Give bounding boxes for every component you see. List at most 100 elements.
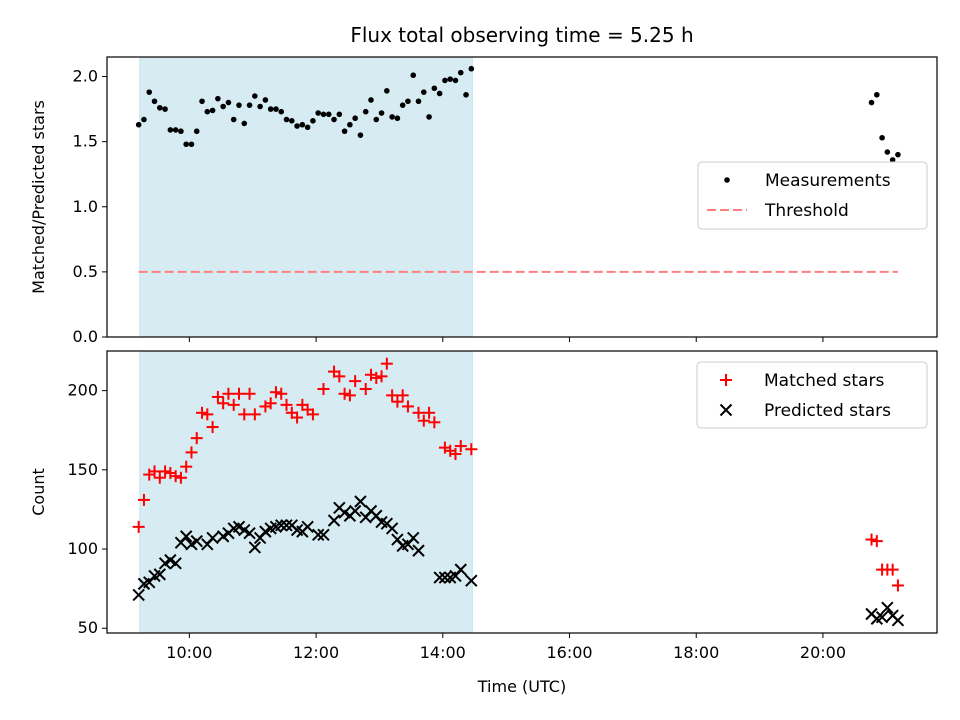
matched-star-point <box>248 408 261 421</box>
measurement-point <box>267 106 274 112</box>
matched-star-point <box>174 471 187 484</box>
matched-star-point <box>386 389 399 402</box>
predicted-star-point <box>153 568 167 581</box>
legend: Measurements Threshold <box>697 161 928 230</box>
x-stroke-b <box>370 509 383 522</box>
measurement-point <box>373 116 380 123</box>
predicted-star-point <box>407 531 420 545</box>
matched-star-point <box>375 370 388 383</box>
matched-star-point <box>196 406 209 419</box>
measurement-point <box>273 106 279 112</box>
legend: Matched stars Predicted stars <box>696 361 928 429</box>
matched-star-point <box>349 375 362 388</box>
observing-window-shade <box>139 350 473 634</box>
bottom-panel: 50 100 150 200 10:00 12:00 14:00 16:00 18:00 20:0… <box>29 350 938 696</box>
matched-star-point <box>169 470 182 483</box>
matched-star-point <box>201 408 214 421</box>
measurement-point <box>463 91 469 98</box>
x-tick-label: 18:00 <box>673 643 719 662</box>
y-tick-label: 0.0 <box>73 327 98 346</box>
x-tick-label: 16:00 <box>546 643 592 662</box>
measurement-point <box>336 111 343 118</box>
measurement-point <box>172 127 179 133</box>
measurement-point <box>162 106 168 112</box>
predicted-star-point <box>433 571 446 584</box>
measurement-point <box>262 97 269 103</box>
predicted-star-point <box>454 563 467 576</box>
predicted-star-point <box>132 588 145 602</box>
x-tick-label: 14:00 <box>420 643 466 662</box>
y-tick-label: 50 <box>78 618 98 637</box>
measurement-point <box>283 116 290 123</box>
matched-star-point <box>137 493 150 506</box>
measurement-point <box>141 116 147 123</box>
x-stroke-b <box>248 541 262 554</box>
predicted-star-point <box>179 530 193 543</box>
x-stroke-b <box>301 520 314 534</box>
measurement-point <box>151 98 158 105</box>
matched-star-point <box>423 406 436 419</box>
x-stroke-b <box>132 588 145 602</box>
measurement-point <box>884 149 891 155</box>
predicted-star-point <box>881 601 894 614</box>
x-stroke-b <box>375 515 388 529</box>
x-stroke-b <box>169 557 182 570</box>
legend-marker <box>720 374 732 386</box>
measurement-point <box>352 115 358 122</box>
measurement-point <box>257 103 263 110</box>
x-stroke-b <box>238 523 251 537</box>
measurement-point <box>368 97 374 103</box>
x-stroke-b <box>153 568 167 581</box>
x-stroke-b <box>311 528 325 541</box>
measurement-point <box>183 141 189 148</box>
y-tick-label: 150 <box>67 460 98 479</box>
predicted-star-point <box>438 571 452 584</box>
matched-star-point <box>232 387 245 400</box>
measurement-point <box>278 108 285 115</box>
predicted-star-point <box>412 544 425 557</box>
predicted-star-point <box>385 522 399 535</box>
matched-star-point <box>306 408 319 421</box>
measurement-point <box>436 90 443 97</box>
measurement-point <box>431 85 438 92</box>
top-panel: 0.0 0.5 1.0 1.5 2.0 Matched/Predicted stars Me… <box>29 56 938 346</box>
measurement-point <box>410 72 417 79</box>
plot-frame <box>106 350 938 634</box>
x-stroke-b <box>385 522 399 535</box>
matched-star-point <box>865 533 878 546</box>
x-stroke-b <box>438 571 452 584</box>
x-stroke-b <box>354 495 367 508</box>
measurement-point <box>468 65 475 72</box>
matched-star-point <box>343 389 356 402</box>
legend-label: Measurements <box>765 171 891 191</box>
x-stroke-b <box>412 544 425 557</box>
matched-star-point <box>333 370 346 383</box>
x-stroke-b <box>243 526 256 540</box>
matched-star-point <box>454 440 467 453</box>
measurement-point <box>188 141 195 148</box>
matched-star-point <box>401 400 414 413</box>
y-tick-label: 1.0 <box>73 197 98 216</box>
x-stroke-b <box>164 553 177 567</box>
matched-star-point <box>891 579 904 592</box>
predicted-star-point <box>275 519 288 532</box>
plot-frame <box>106 56 938 338</box>
matched-star-point <box>190 432 203 445</box>
predicted-star-point <box>348 504 362 518</box>
measurement-point <box>178 128 184 135</box>
measurement-point <box>331 116 337 123</box>
series-predicted-stars <box>132 495 905 627</box>
predicted-star-point <box>311 528 325 541</box>
x-stroke-b <box>327 514 341 527</box>
x-stroke-b <box>433 571 446 584</box>
legend-box <box>697 161 928 230</box>
measurement-point <box>199 98 205 105</box>
measurement-point <box>304 124 311 131</box>
x-tick-label: 20:00 <box>800 643 846 662</box>
x-stroke-b <box>206 531 219 545</box>
measurement-point <box>204 108 211 115</box>
predicted-star-point <box>206 531 219 545</box>
measurement-point <box>868 99 875 106</box>
matched-star-point <box>338 387 351 400</box>
